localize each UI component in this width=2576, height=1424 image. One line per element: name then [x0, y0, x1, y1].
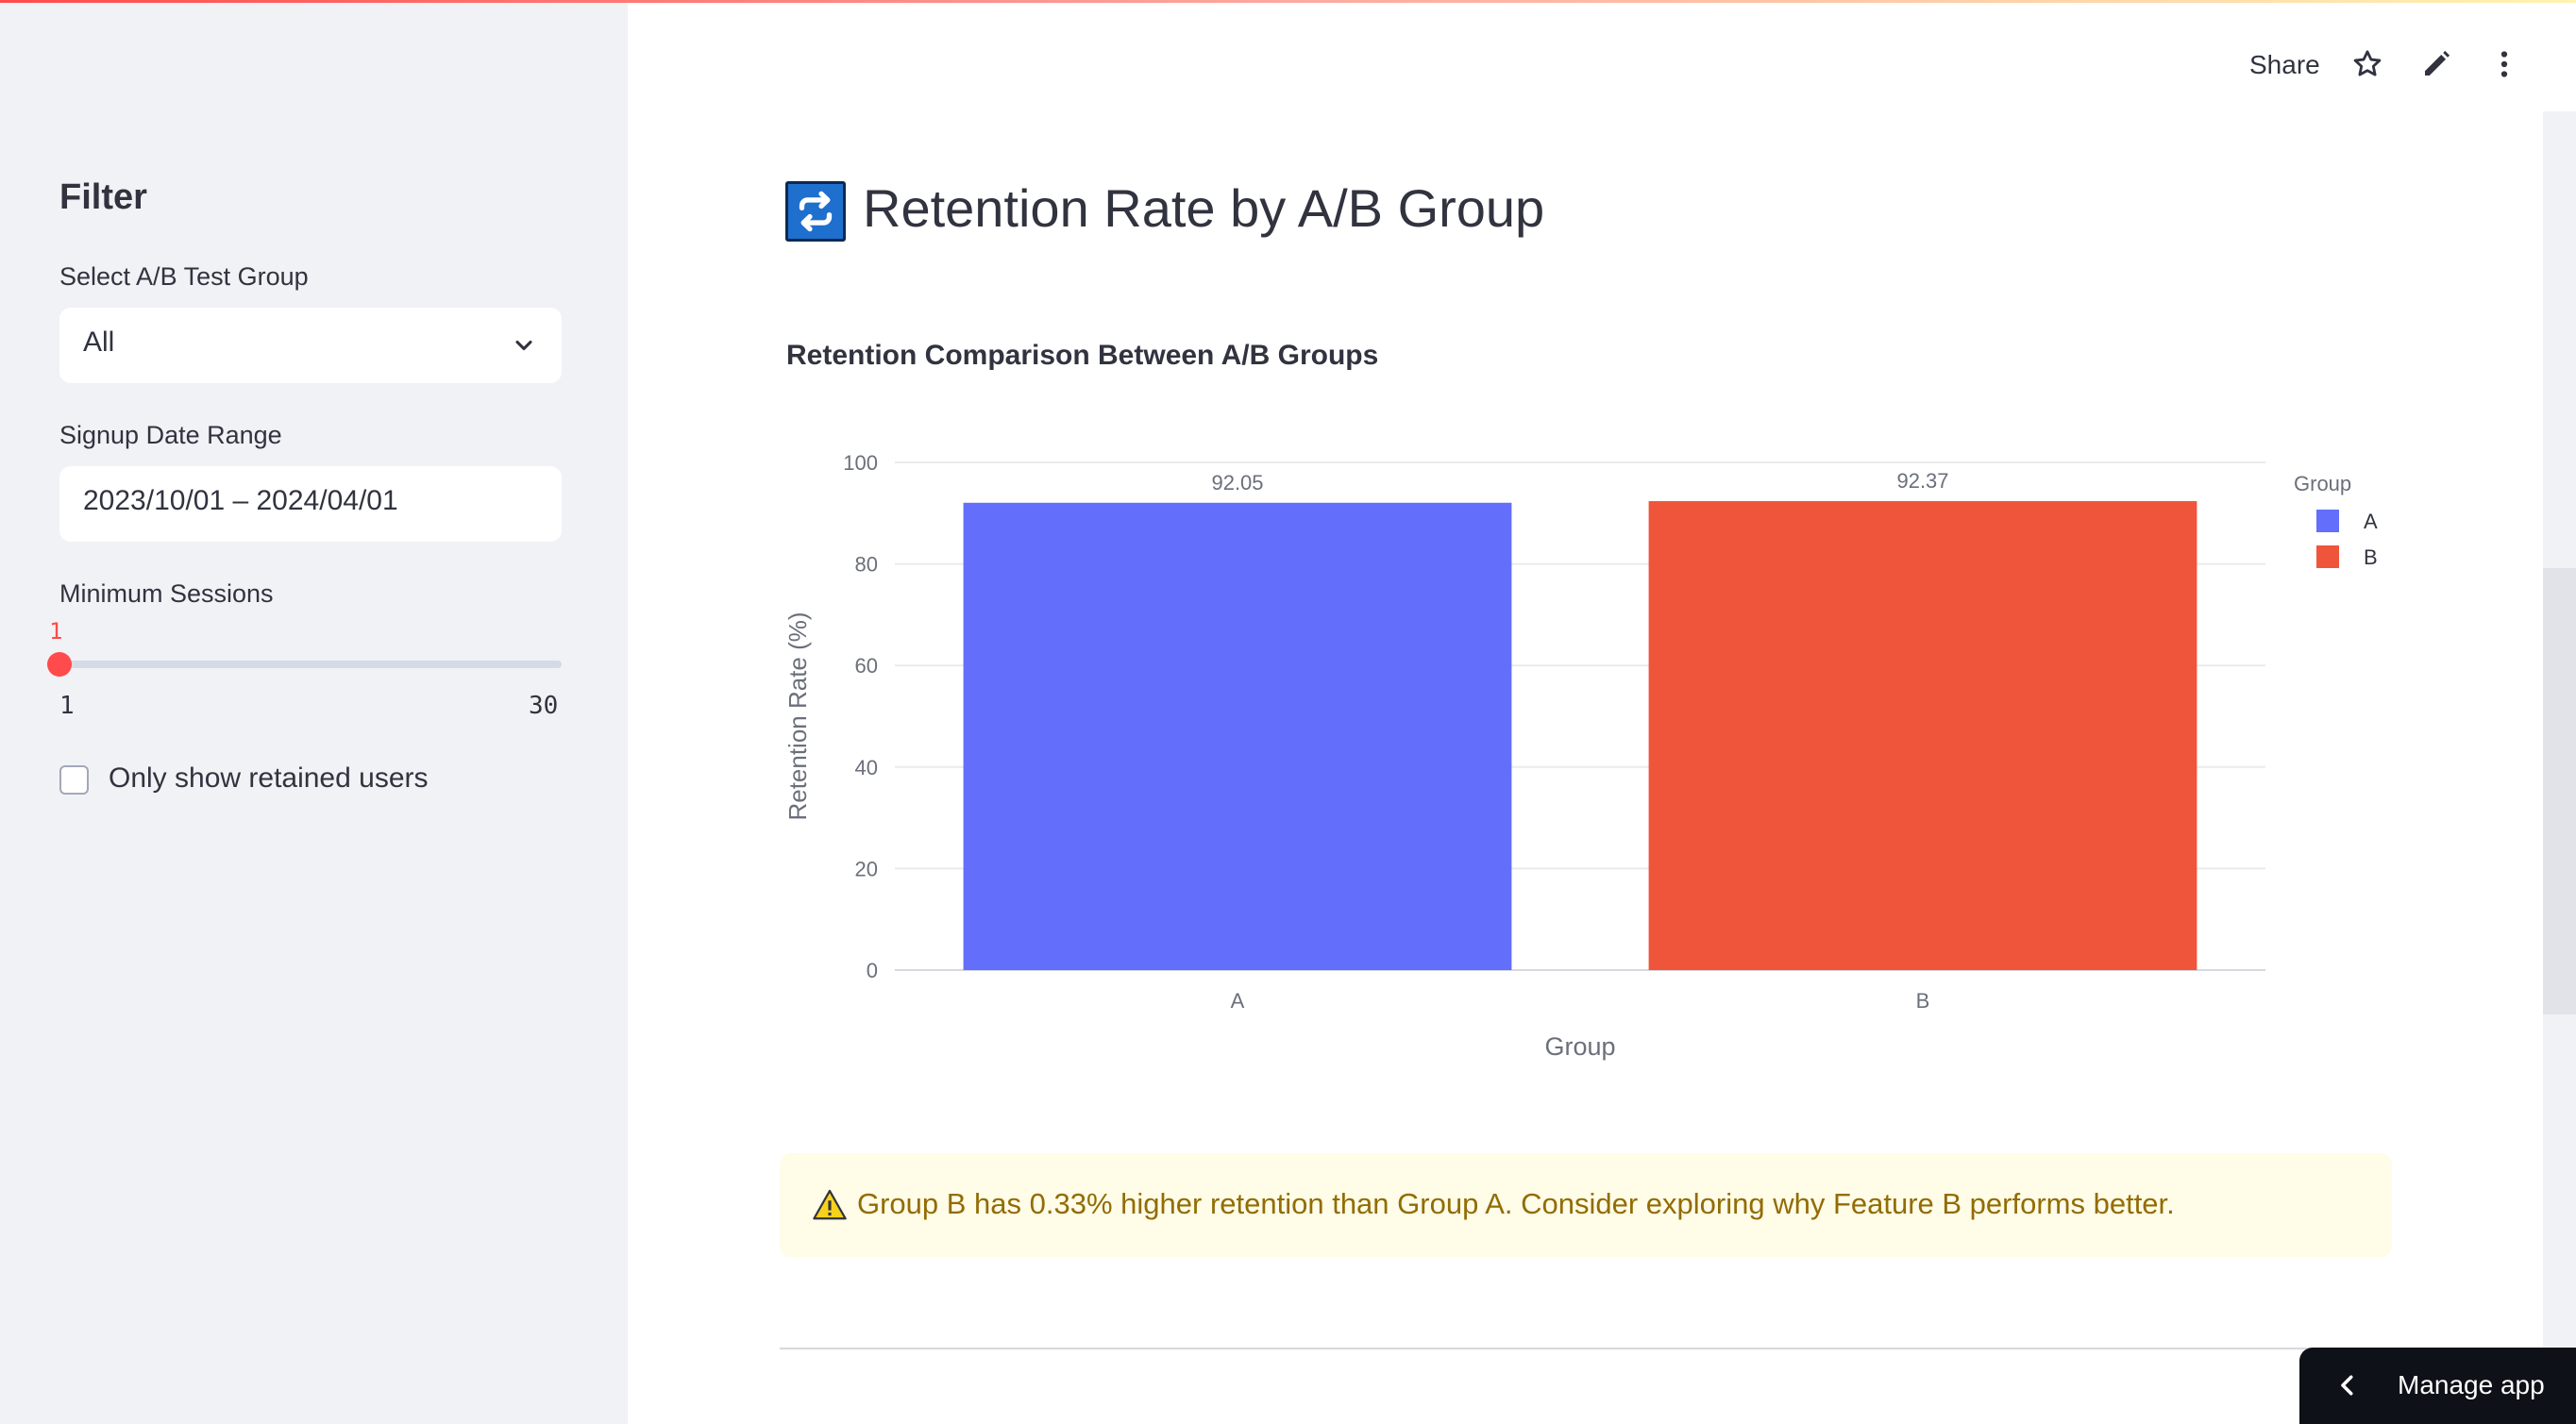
group-select[interactable]: All	[59, 308, 562, 383]
min-sessions-label: Minimum Sessions	[59, 579, 274, 608]
slider-min-label: 1	[59, 692, 75, 720]
date-range-value: 2023/10/01 – 2024/04/01	[83, 485, 398, 516]
group-select-value: All	[83, 327, 115, 358]
retained-users-checkbox[interactable]	[59, 765, 89, 795]
y-tick-label: 20	[855, 857, 878, 880]
manage-app-button[interactable]: Manage app	[2299, 1348, 2576, 1424]
x-tick-label: A	[1231, 989, 1245, 1013]
y-axis-title: Retention Rate (%)	[783, 611, 812, 820]
data-label: 92.37	[1896, 469, 1948, 493]
legend-swatch-a	[2316, 510, 2339, 532]
divider	[780, 1348, 2394, 1349]
y-tick-label: 80	[855, 553, 878, 577]
page-title: Retention Rate by A/B Group	[863, 178, 1545, 238]
y-tick-label: 40	[855, 756, 878, 779]
y-tick-label: 60	[855, 654, 878, 678]
warning-alert: Group B has 0.33% higher retention than …	[780, 1153, 2392, 1257]
more-vert-icon[interactable]	[2487, 47, 2521, 81]
sidebar-title: Filter	[59, 177, 147, 217]
data-label: 92.05	[1211, 471, 1263, 494]
bar-a	[963, 502, 1512, 970]
group-select-label: Select A/B Test Group	[59, 262, 309, 291]
slider-thumb[interactable]	[47, 652, 72, 677]
retained-users-label[interactable]: Only show retained users	[109, 762, 429, 794]
slider-current-value: 1	[49, 618, 63, 645]
chevron-left-icon	[2341, 1375, 2353, 1396]
share-button[interactable]: Share	[2249, 50, 2320, 79]
alert-text: Group B has 0.33% higher retention than …	[857, 1187, 2175, 1220]
legend-label: A	[2364, 510, 2378, 533]
y-tick-label: 100	[843, 451, 878, 475]
bar-b	[1648, 501, 2197, 970]
warning-icon	[813, 1189, 847, 1220]
repeat-icon	[785, 181, 846, 242]
y-tick-label: 0	[867, 959, 878, 982]
legend-swatch-b	[2316, 545, 2339, 568]
legend-label: B	[2364, 545, 2378, 569]
sidebar: Filter Select A/B Test Group All Signup …	[0, 0, 628, 1424]
chevron-down-icon	[515, 340, 532, 351]
chart-heading: Retention Comparison Between A/B Groups	[786, 340, 1379, 371]
date-range-input[interactable]: 2023/10/01 – 2024/04/01	[59, 466, 562, 542]
scrollbar-thumb[interactable]	[2543, 568, 2576, 1014]
slider-max-label: 30	[529, 692, 559, 720]
date-range-label: Signup Date Range	[59, 421, 282, 449]
top-decoration-bar	[0, 0, 2576, 3]
edit-icon[interactable]	[2419, 47, 2453, 81]
x-axis-title: Group	[1544, 1032, 1615, 1061]
manage-app-label: Manage app	[2398, 1370, 2545, 1399]
star-icon[interactable]	[2350, 47, 2384, 81]
legend-title: Group	[2294, 472, 2351, 495]
retention-bar-chart: 0 20 40 60 80 100 92.05 A 92.37 B Group Retention R…	[783, 451, 2378, 1061]
x-tick-label: B	[1916, 989, 1930, 1013]
min-sessions-slider[interactable]	[59, 661, 562, 668]
